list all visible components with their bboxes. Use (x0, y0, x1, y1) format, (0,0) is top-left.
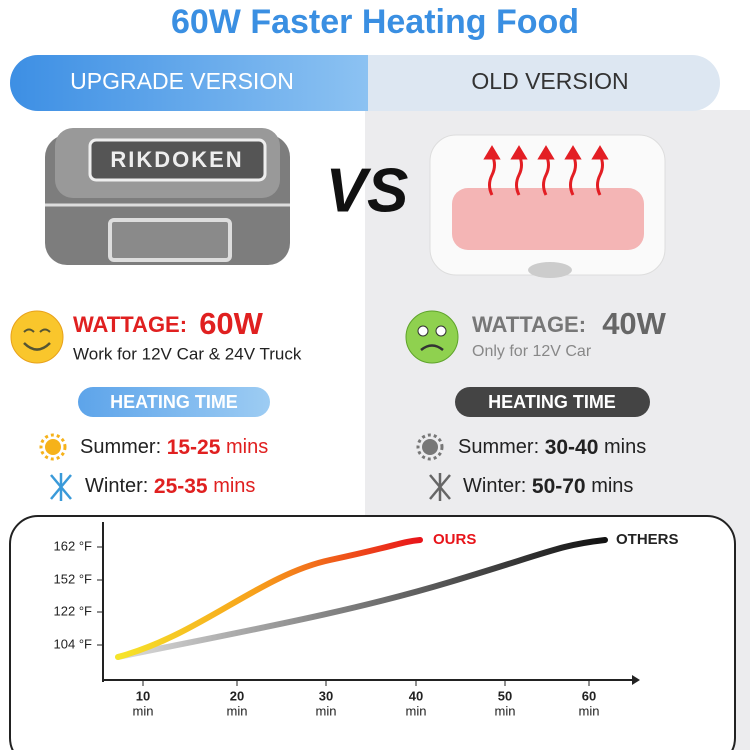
y-tick-label: 104 °F (54, 636, 93, 651)
heating-time: HEATING TIME (110, 392, 238, 412)
winter: Winter: 25-35 mins (85, 475, 255, 498)
summer: Summer: 15-25 mins (80, 436, 268, 459)
old-sun-icon (416, 433, 444, 461)
x-tick-unit: min (133, 703, 154, 718)
old-snow-icon (429, 473, 451, 501)
y-tick-label: 162 °F (54, 538, 93, 553)
old-summer-unit: mins (604, 436, 646, 458)
x-tick-value: 40 (409, 688, 423, 703)
summer-label: Summer: (80, 436, 161, 458)
axis-arrow (632, 675, 640, 685)
sad-face (405, 310, 459, 364)
old-winter: Winter: 50-70 mins (463, 475, 633, 498)
new-lunch-box: RIKDOKEN (45, 128, 290, 265)
old-summer-label: Summer: (458, 436, 539, 458)
old-wattage-note: Only for 12V Car (472, 343, 592, 360)
vs: VS (326, 156, 409, 225)
wattage-label: WATTAGE: (73, 312, 187, 337)
title: 60W Faster Heating Food (171, 3, 579, 41)
sun-icon (39, 433, 67, 461)
snow-icon (50, 473, 72, 501)
x-tick-unit: min (227, 703, 248, 718)
wattage-note: Work for 12V Car & 24V Truck (73, 344, 302, 363)
ours-curve (115, 537, 423, 660)
x-tick-unit: min (406, 703, 427, 718)
old-winter-time: 50-70 (532, 475, 586, 498)
x-tick-unit: min (316, 703, 337, 718)
chart-frame (9, 515, 736, 750)
x-tick-value: 30 (319, 688, 333, 703)
x-tick-value: 60 (582, 688, 596, 703)
winter-unit: mins (213, 475, 255, 497)
ours-label: OURS (433, 531, 476, 548)
banner-left (10, 55, 368, 111)
heating-pill (78, 387, 270, 417)
happy-face (10, 310, 64, 364)
x-tick-unit: min (579, 703, 600, 718)
banner-left-text: UPGRADE VERSION (70, 68, 294, 94)
y-tick-label: 122 °F (54, 603, 93, 618)
old-summer: Summer: 30-40 mins (458, 436, 646, 459)
old-wattage-label: WATTAGE: (472, 312, 586, 337)
x-tick-unit: min (495, 703, 516, 718)
banner-right-text: OLD VERSION (471, 68, 628, 94)
old-lunch-box (429, 134, 666, 278)
wattage-value: 60W (199, 306, 263, 341)
wattage: WATTAGE: 60W (73, 306, 264, 341)
x-tick-value: 50 (498, 688, 512, 703)
old-wattage-value: 40W (602, 306, 666, 341)
x-tick-value: 20 (230, 688, 244, 703)
others-curve (115, 537, 608, 660)
old-heating-time: HEATING TIME (488, 392, 616, 412)
y-tick-label: 152 °F (54, 571, 93, 586)
old-heating-pill (455, 387, 650, 417)
old-winter-label: Winter: (463, 475, 526, 497)
old-wattage: WATTAGE: 40W (472, 306, 667, 341)
old-winter-unit: mins (591, 475, 633, 497)
x-tick-value: 10 (136, 688, 150, 703)
winter-time: 25-35 (154, 475, 208, 498)
winter-label: Winter: (85, 475, 148, 497)
others-label: OTHERS (616, 531, 679, 548)
summer-time: 15-25 (167, 436, 221, 459)
brand: RIKDOKEN (110, 147, 243, 172)
old-summer-time: 30-40 (545, 436, 599, 459)
summer-unit: mins (226, 436, 268, 458)
